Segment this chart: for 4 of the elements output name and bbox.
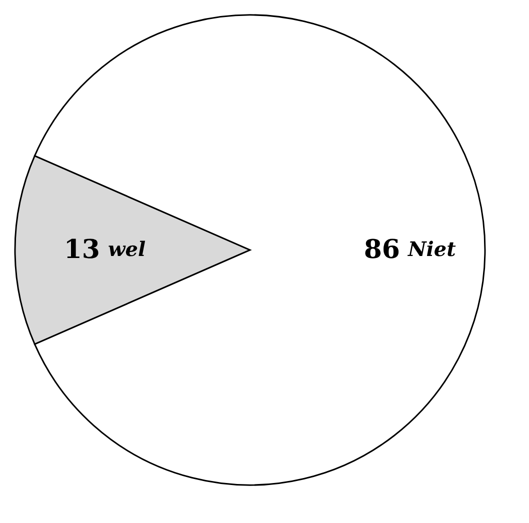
data-label: 86 bbox=[364, 235, 400, 265]
slice-label: Niet bbox=[407, 237, 457, 261]
data-label: 13 bbox=[64, 235, 100, 265]
slice-label: wel bbox=[108, 237, 146, 261]
